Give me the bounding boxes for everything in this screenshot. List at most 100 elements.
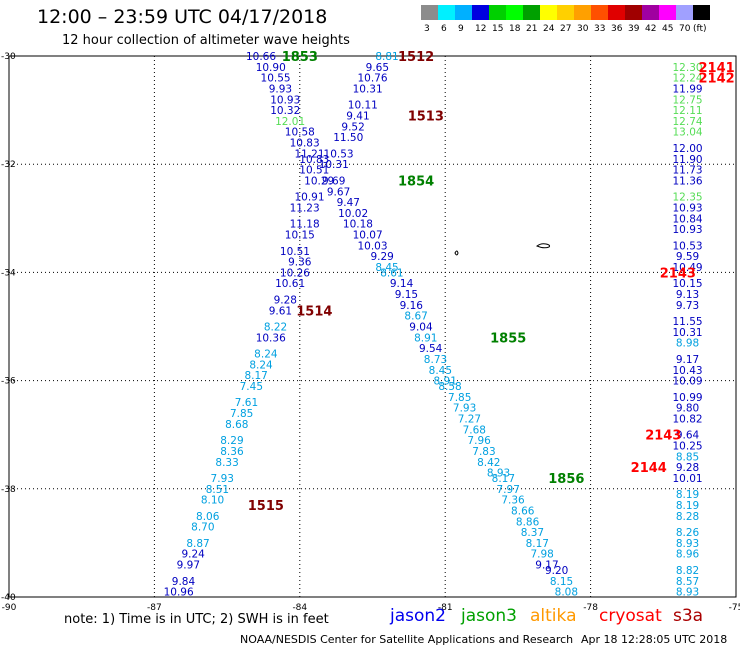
wave-height-label: 12.75 — [673, 94, 703, 106]
wave-height-label: 7.96 — [467, 435, 491, 447]
scale-swatch — [540, 5, 557, 20]
wave-height-label: 10.55 — [261, 73, 291, 85]
scale-swatch — [506, 5, 523, 20]
wave-height-label: 10.31 — [319, 159, 349, 171]
wave-height-label: 9.84 — [172, 576, 196, 588]
wave-height-label: 8.58 — [438, 381, 461, 393]
wave-height-label: 10.31 — [353, 83, 383, 95]
wave-height-label: 8.17 — [492, 473, 515, 485]
wave-height-label: 10.58 — [285, 127, 315, 139]
wave-height-label: 10.01 — [673, 473, 703, 485]
wave-height-label: 11.90 — [673, 154, 703, 166]
wave-height-label: 10.51 — [299, 165, 329, 177]
wave-height-label: 10.99 — [673, 392, 703, 404]
lat-tick-label: -40 — [1, 593, 16, 603]
wave-height-label: 8.67 — [404, 311, 427, 323]
wave-height-label: 10.91 — [294, 192, 324, 204]
wave-height-label: 11.21 — [294, 148, 324, 160]
scale-label: 3 — [424, 24, 430, 34]
scale-swatch — [472, 5, 489, 20]
wave-height-label: 11.50 — [333, 132, 363, 144]
wave-height-label: 7.36 — [501, 495, 525, 507]
wave-height-label: 9.59 — [676, 251, 699, 263]
island-shape — [454, 250, 459, 256]
note-text: note: 1) Time is in UTC; 2) SWH is in fe… — [64, 612, 329, 627]
scale-label: 42 — [645, 24, 657, 34]
wave-height-label: 9.47 — [337, 197, 360, 209]
wave-height-label: 8.29 — [220, 435, 243, 447]
wave-height-label: 8.85 — [676, 451, 699, 463]
wave-height-label: 9.65 — [366, 62, 389, 74]
credit-text: NOAA/NESDIS Center for Satellite Applica… — [240, 633, 574, 646]
scale-label: (ft) — [693, 24, 707, 34]
wave-height-label: 8.93 — [487, 468, 510, 480]
scale-swatch — [625, 5, 642, 20]
wave-height-label: 12.35 — [673, 192, 703, 204]
wave-height-label: 9.29 — [370, 251, 393, 263]
lat-tick-label: -32 — [1, 160, 16, 170]
wave-height-label: 10.36 — [256, 332, 286, 344]
wave-height-label: 12.11 — [673, 105, 703, 117]
wave-height-label: 10.84 — [673, 213, 703, 225]
wave-height-label: 8.19 — [676, 500, 699, 512]
wave-height-label: 8.61 — [380, 267, 403, 279]
wave-height-label: 10.93 — [673, 224, 703, 236]
wave-height-label: 8.17 — [244, 370, 267, 382]
wave-height-label: 10.93 — [270, 94, 300, 106]
pass-time-label: 2144 — [631, 461, 667, 476]
scale-swatch — [489, 5, 506, 20]
wave-height-label: 9.28 — [274, 294, 297, 306]
wave-height-label: 10.32 — [270, 105, 300, 117]
wave-height-label: 8.33 — [215, 457, 238, 469]
pass-time-label: 1855 — [490, 331, 526, 346]
scale-label: 12 — [475, 24, 487, 34]
wave-height-label: 7.45 — [240, 381, 263, 393]
scale-label: 18 — [509, 24, 521, 34]
wave-height-label: 8.17 — [526, 538, 549, 550]
wave-height-label: 9.36 — [288, 257, 312, 269]
wave-height-label: 8.36 — [220, 446, 244, 458]
pass-time-label: 1854 — [398, 174, 434, 189]
wave-height-label: 7.98 — [530, 549, 553, 561]
scale-swatch — [693, 5, 710, 20]
wave-height-label: 8.24 — [254, 349, 278, 361]
wave-height-label: 7.83 — [472, 446, 495, 458]
wave-height-label: 8.24 — [249, 359, 273, 371]
wave-height-label: 8.28 — [676, 511, 699, 523]
wave-height-label: 10.66 — [246, 51, 276, 63]
wave-height-label: 10.25 — [673, 441, 703, 453]
wave-height-label: 10.90 — [256, 62, 286, 74]
legend-cryosat: cryosat — [599, 606, 662, 626]
wave-height-label: 9.73 — [676, 300, 699, 312]
scale-swatch — [676, 5, 693, 20]
wave-height-label: 8.08 — [555, 587, 578, 599]
wave-height-label: 9.20 — [545, 565, 568, 577]
wave-height-label: 8.93 — [676, 538, 699, 550]
scale-swatch — [438, 5, 455, 20]
wave-height-label: 7.97 — [497, 484, 520, 496]
legend-s3a: s3a — [673, 606, 704, 626]
wave-height-label: 9.14 — [390, 278, 414, 290]
wave-height-label: 12.00 — [673, 143, 703, 155]
wave-height-label: 8.73 — [424, 354, 447, 366]
wave-height-label: 11.99 — [673, 83, 703, 95]
lon-tick-label: -87 — [147, 603, 162, 613]
pass-time-label: 1856 — [548, 472, 584, 487]
lat-tick-label: -36 — [1, 377, 16, 387]
wave-height-label: 10.02 — [338, 208, 368, 220]
wave-height-label: 9.67 — [327, 186, 350, 198]
scale-swatch — [591, 5, 608, 20]
wave-height-label: 8.10 — [201, 495, 224, 507]
scale-label: 70 — [679, 24, 691, 34]
wave-height-label: 12.24 — [673, 73, 703, 85]
lon-tick-label: -75 — [729, 603, 740, 613]
island-shape — [536, 243, 551, 249]
wave-height-label: 12.74 — [673, 116, 703, 128]
wave-height-label: 9.93 — [269, 83, 292, 95]
wave-height-label: 7.93 — [211, 473, 234, 485]
wave-height-label: 10.53 — [324, 148, 354, 160]
scale-swatch — [659, 5, 676, 20]
wave-height-label: 11.36 — [673, 175, 703, 187]
wave-height-label: 10.82 — [673, 413, 703, 425]
wave-height-label: 8.19 — [676, 489, 699, 501]
